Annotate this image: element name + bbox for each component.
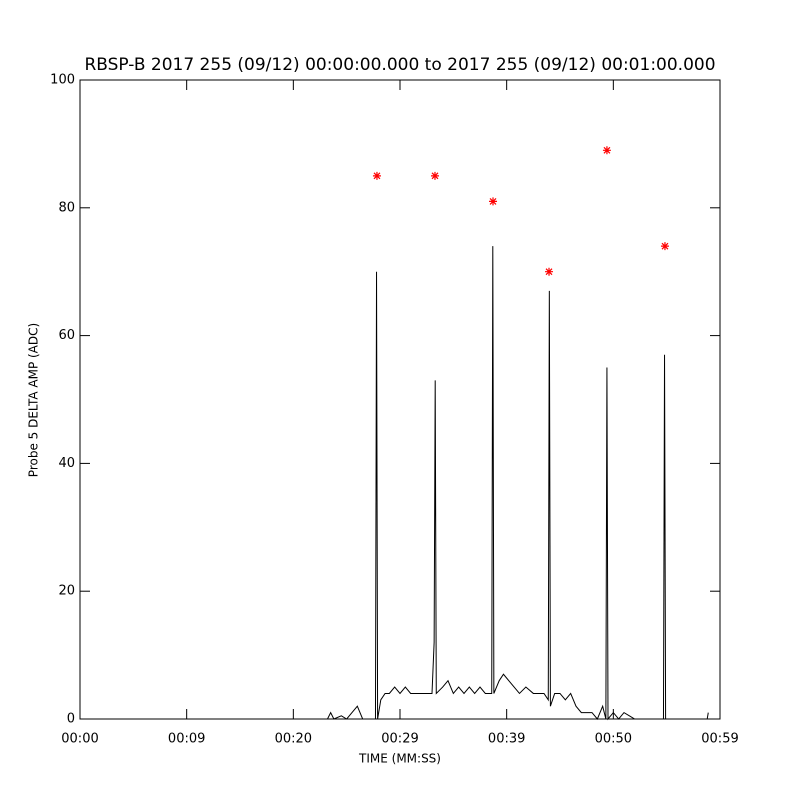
x-tick-label: 00:50	[595, 732, 632, 747]
x-tick-label: 00:00	[61, 732, 98, 747]
x-tick-label: 00:20	[275, 732, 312, 747]
peak-marker	[602, 146, 611, 155]
y-tick-label: 0	[67, 712, 75, 727]
x-tick-label: 00:59	[701, 732, 738, 747]
plot-frame	[79, 79, 721, 720]
peak-marker	[372, 171, 381, 180]
y-tick-label: 60	[58, 328, 75, 343]
x-axis-label: TIME (MM:SS)	[358, 752, 441, 766]
peak-marker	[545, 267, 554, 276]
peak-marker	[430, 171, 439, 180]
x-tick-label: 00:39	[488, 732, 525, 747]
chart-title: RBSP-B 2017 255 (09/12) 00:00:00.000 to …	[84, 55, 715, 75]
x-tick-label: 00:09	[168, 732, 205, 747]
x-tick-label: 00:29	[381, 732, 418, 747]
y-tick-label: 20	[58, 584, 75, 599]
signal-line	[327, 246, 709, 721]
y-tick-label: 100	[50, 73, 75, 88]
y-tick-label: 80	[58, 200, 75, 215]
peak-marker	[660, 242, 669, 251]
y-tick-label: 40	[58, 456, 75, 471]
peak-marker	[489, 197, 498, 206]
y-axis-label: Probe 5 DELTA AMP (ADC)	[27, 323, 41, 477]
